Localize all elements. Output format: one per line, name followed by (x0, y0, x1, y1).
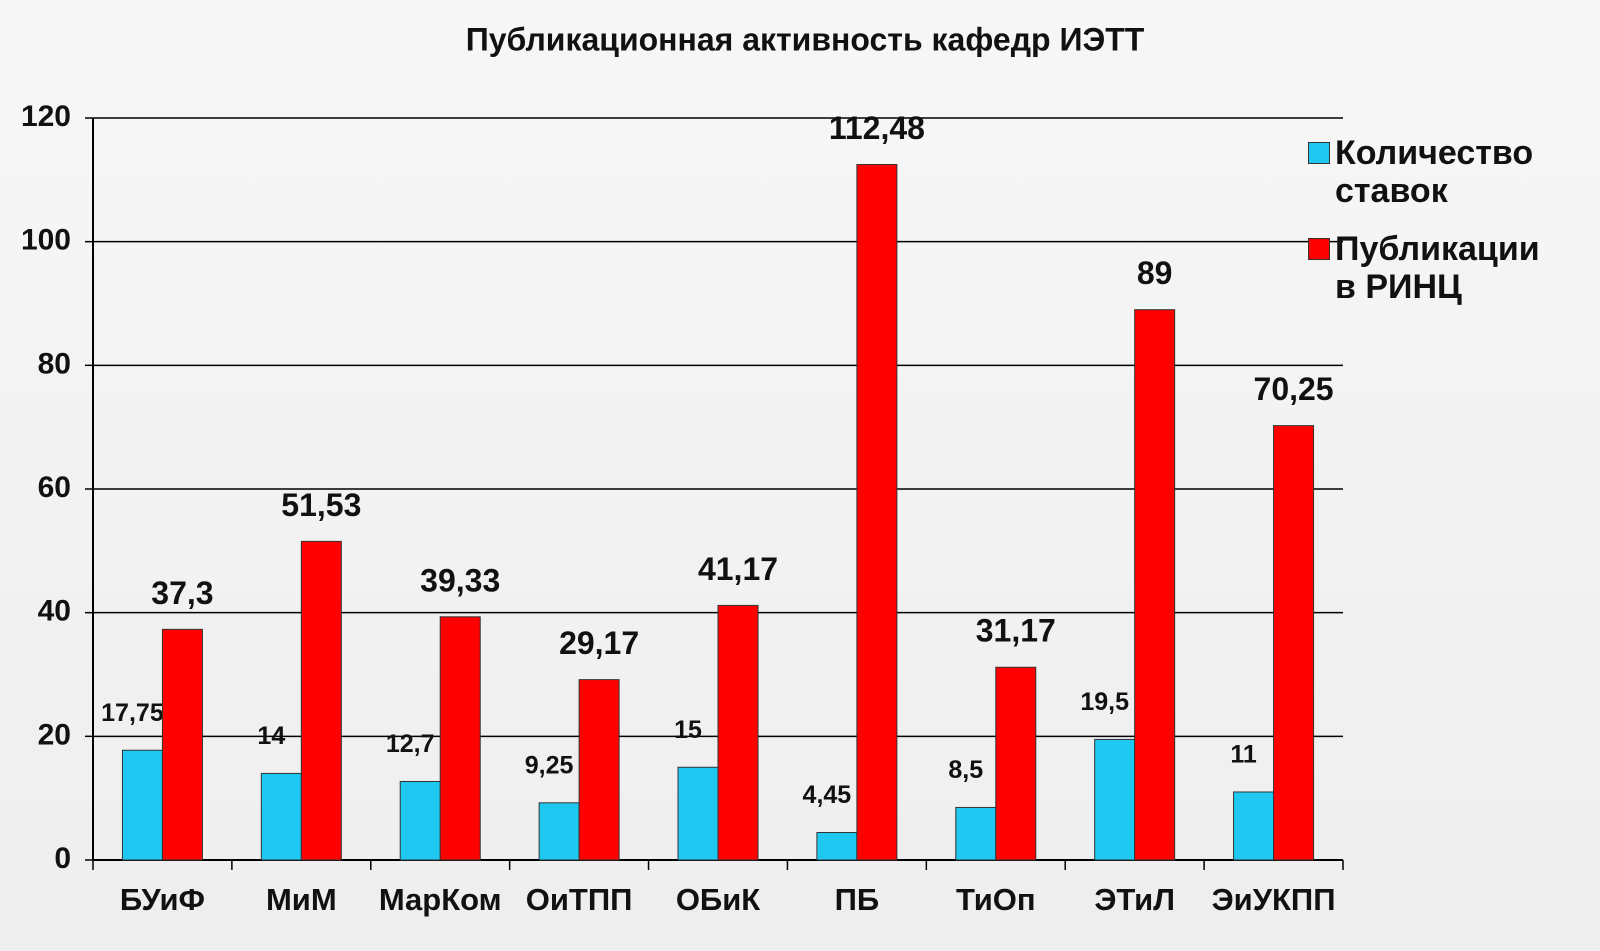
legend-swatch (1308, 238, 1330, 260)
bar (121, 749, 163, 861)
x-tick-label: ОиТПП (526, 882, 633, 917)
y-tick-label: 20 (38, 718, 71, 751)
bar (677, 766, 719, 861)
data-label: 89 (1137, 255, 1173, 291)
data-label: 112,48 (829, 110, 925, 146)
legend-label: Количество ставок (1335, 134, 1534, 210)
bar (856, 163, 898, 861)
bar (1233, 791, 1275, 861)
bar (578, 679, 620, 861)
data-label: 51,53 (281, 487, 361, 523)
data-label: 4,45 (803, 781, 852, 809)
data-label: 15 (674, 716, 702, 744)
x-tick-label: ТиОп (956, 882, 1036, 917)
bar (439, 616, 481, 861)
data-label: 37,3 (151, 575, 213, 611)
data-label: 12,7 (386, 730, 435, 758)
y-tick-label: 80 (38, 347, 71, 380)
legend-item: Количество ставок (1308, 134, 1568, 210)
bar (1094, 738, 1136, 861)
y-tick-label: 60 (38, 471, 71, 504)
data-label: 19,5 (1080, 688, 1129, 716)
legend: Количество ставок Публикации в РИНЦ (1308, 134, 1568, 326)
data-label: 41,17 (698, 551, 778, 587)
data-label: 17,75 (101, 699, 164, 727)
bar (538, 802, 580, 861)
y-tick-label: 120 (21, 100, 71, 133)
data-label: 70,25 (1254, 371, 1334, 407)
bar (955, 806, 997, 861)
bar (1134, 309, 1176, 861)
bar (1273, 425, 1315, 861)
x-tick-label: ПБ (835, 882, 880, 917)
data-label: 31,17 (976, 613, 1056, 649)
x-tick-label: МарКом (379, 882, 502, 917)
x-tick-label: ОБиК (676, 882, 760, 917)
y-tick-label: 100 (21, 224, 71, 257)
data-label: 14 (257, 722, 285, 750)
data-label: 8,5 (948, 756, 983, 784)
chart-title: Публикационная активность кафедр ИЭТТ (466, 21, 1145, 57)
y-tick-label: 0 (54, 842, 71, 875)
bar (717, 604, 759, 861)
legend-item: Публикации в РИНЦ (1308, 230, 1568, 306)
data-label: 39,33 (420, 562, 500, 598)
data-label: 9,25 (525, 751, 574, 779)
data-label: 29,17 (559, 625, 639, 661)
bar (300, 540, 342, 861)
legend-label: Публикации в РИНЦ (1335, 230, 1540, 306)
bar (399, 780, 441, 861)
bar (161, 628, 203, 861)
x-tick-label: БУиФ (120, 882, 205, 917)
bar (260, 772, 302, 861)
legend-swatch (1308, 142, 1330, 164)
x-tick-label: ЭТиЛ (1094, 882, 1175, 917)
bar (995, 666, 1037, 861)
data-label: 11 (1230, 741, 1257, 769)
x-tick-label: ЭиУКПП (1212, 882, 1336, 917)
y-tick-label: 40 (38, 595, 71, 628)
x-tick-label: МиМ (266, 882, 337, 917)
bar (816, 831, 858, 861)
